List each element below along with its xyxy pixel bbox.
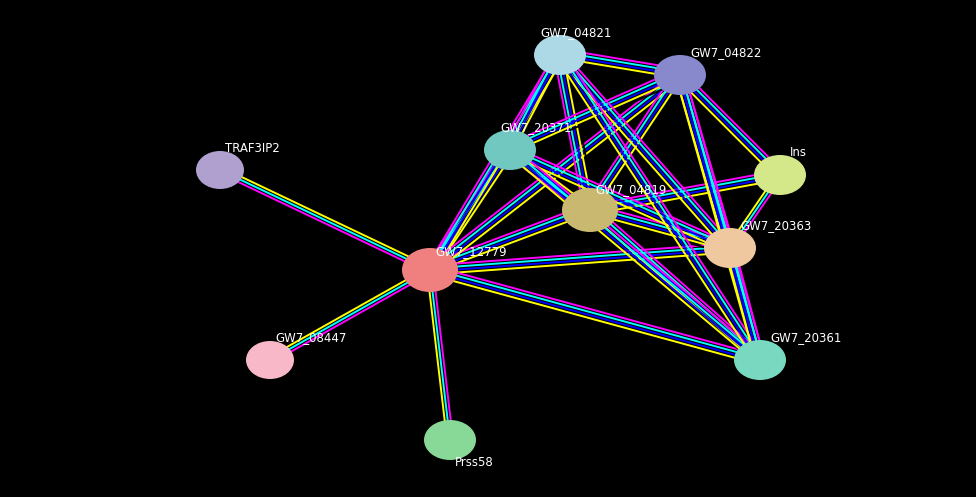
Text: TRAF3IP2: TRAF3IP2: [225, 142, 280, 155]
Ellipse shape: [402, 248, 458, 292]
Ellipse shape: [704, 228, 756, 268]
Ellipse shape: [754, 155, 806, 195]
Text: GW7_08447: GW7_08447: [275, 331, 346, 344]
Text: GW7_04819: GW7_04819: [595, 183, 667, 196]
Text: GW7_20371: GW7_20371: [500, 121, 571, 135]
Ellipse shape: [654, 55, 706, 95]
Text: GW7_20363: GW7_20363: [740, 220, 811, 233]
Ellipse shape: [484, 130, 536, 170]
Ellipse shape: [246, 341, 294, 379]
Ellipse shape: [562, 188, 618, 232]
Text: Ins: Ins: [790, 147, 807, 160]
Text: GW7_04821: GW7_04821: [540, 26, 611, 39]
Ellipse shape: [534, 35, 586, 75]
Ellipse shape: [196, 151, 244, 189]
Text: GW7_20361: GW7_20361: [770, 331, 841, 344]
Text: GW7_12779: GW7_12779: [435, 246, 507, 258]
Text: Prss58: Prss58: [455, 455, 494, 469]
Ellipse shape: [734, 340, 786, 380]
Ellipse shape: [424, 420, 476, 460]
Text: GW7_04822: GW7_04822: [690, 47, 761, 60]
